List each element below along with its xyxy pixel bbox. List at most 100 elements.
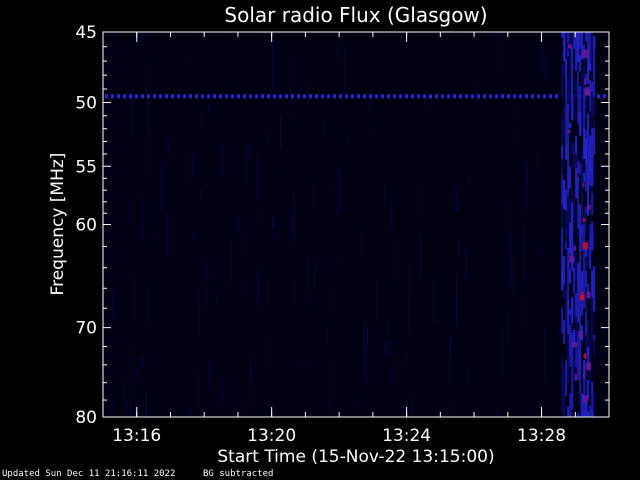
burst-streak	[587, 225, 590, 241]
interference-line-dot	[417, 94, 420, 99]
burst-streak	[579, 393, 582, 417]
burst-streak	[567, 316, 570, 335]
burst-streak	[571, 36, 574, 49]
burst-streak	[561, 307, 564, 334]
burst-streak	[585, 256, 588, 272]
burst-streak	[579, 301, 582, 322]
burst-streak	[565, 115, 568, 146]
burst-streak	[589, 71, 592, 80]
burst-streak	[581, 393, 584, 417]
interference-line-dot	[339, 94, 342, 99]
burst-streak	[571, 279, 574, 298]
burst-streak	[569, 127, 572, 159]
burst-streak	[569, 355, 572, 367]
burst-streak	[563, 180, 566, 210]
burst-streak	[563, 76, 566, 108]
burst-hot-spot	[586, 204, 591, 211]
burst-streak	[569, 51, 572, 80]
burst-streak	[579, 358, 582, 371]
burst-streak	[579, 371, 582, 394]
burst-streak	[561, 158, 564, 174]
burst-streak	[589, 199, 592, 224]
burst-streak	[577, 152, 580, 162]
interference-line-dot	[495, 94, 498, 99]
burst-streak	[575, 60, 578, 71]
burst-streak	[575, 115, 578, 136]
burst-streak	[581, 150, 584, 180]
burst-streak	[569, 269, 572, 284]
burst-streak	[573, 381, 576, 408]
burst-streak	[585, 401, 588, 417]
burst-streak	[561, 123, 564, 146]
updated-timestamp: Updated Sun Dec 11 21:16:11 2022	[2, 469, 176, 479]
interference-line-dot	[537, 94, 540, 99]
noise-streak	[500, 32, 502, 77]
burst-streak	[569, 158, 572, 167]
burst-streak	[589, 224, 592, 238]
burst-streak	[577, 331, 580, 352]
burst-hot-spot	[586, 362, 591, 371]
burst-streak	[579, 49, 582, 55]
noise-streak	[267, 274, 269, 307]
noise-streak	[387, 318, 389, 357]
interference-line-dot	[411, 94, 414, 99]
noise-streak	[208, 106, 210, 115]
burst-streak	[575, 398, 578, 416]
y-tick-label: 45	[75, 23, 97, 43]
burst-streak	[569, 123, 572, 128]
burst-streak	[565, 329, 568, 361]
burst-streak	[561, 204, 564, 230]
burst-streak	[575, 135, 578, 155]
burst-streak	[593, 184, 596, 212]
interference-line-dot	[429, 94, 432, 99]
burst-streak	[591, 81, 594, 92]
burst-streak	[573, 48, 576, 71]
burst-streak	[591, 382, 594, 393]
burst-streak	[593, 36, 596, 50]
interference-line-dot	[387, 94, 390, 99]
noise-streak	[160, 161, 162, 213]
noise-streak	[456, 274, 457, 327]
burst-streak	[569, 413, 572, 417]
burst-streak	[563, 393, 566, 412]
burst-streak	[593, 230, 596, 248]
noise-streak	[508, 307, 509, 347]
burst-streak	[577, 161, 580, 173]
noise-streak	[205, 258, 207, 310]
burst-streak	[563, 234, 566, 257]
burst-streak	[585, 247, 588, 257]
burst-streak	[583, 132, 586, 160]
interference-line-dot	[363, 94, 366, 99]
interference-line-dot	[117, 94, 120, 99]
burst-streak	[561, 290, 564, 308]
burst-streak	[581, 59, 584, 73]
interference-line-dot	[603, 94, 606, 99]
noise-streak	[384, 341, 386, 354]
burst-streak	[569, 325, 572, 356]
burst-streak	[585, 89, 588, 119]
interference-line-dot	[135, 94, 138, 99]
burst-streak	[563, 139, 566, 162]
noise-streak	[523, 223, 525, 279]
x-axis-label: Start Time (15-Nov-22 13:15:00)	[217, 447, 494, 467]
burst-streak	[591, 215, 594, 222]
burst-hot-spot	[582, 218, 586, 222]
burst-streak	[563, 277, 566, 286]
burst-streak	[571, 154, 574, 172]
interference-line-dot	[483, 94, 486, 99]
burst-streak	[591, 411, 594, 417]
burst-streak	[585, 63, 588, 74]
noise-streak	[544, 58, 546, 82]
burst-streak	[563, 39, 566, 61]
burst-streak	[565, 189, 568, 203]
noise-streak	[323, 126, 325, 134]
burst-streak	[569, 393, 572, 404]
burst-streak	[591, 310, 594, 343]
burst-streak	[567, 104, 570, 113]
burst-streak	[577, 113, 580, 124]
burst-streak	[567, 406, 570, 417]
noise-streak	[452, 399, 454, 417]
burst-streak	[563, 107, 566, 131]
burst-streak	[567, 253, 570, 261]
noise-streak	[330, 377, 332, 417]
